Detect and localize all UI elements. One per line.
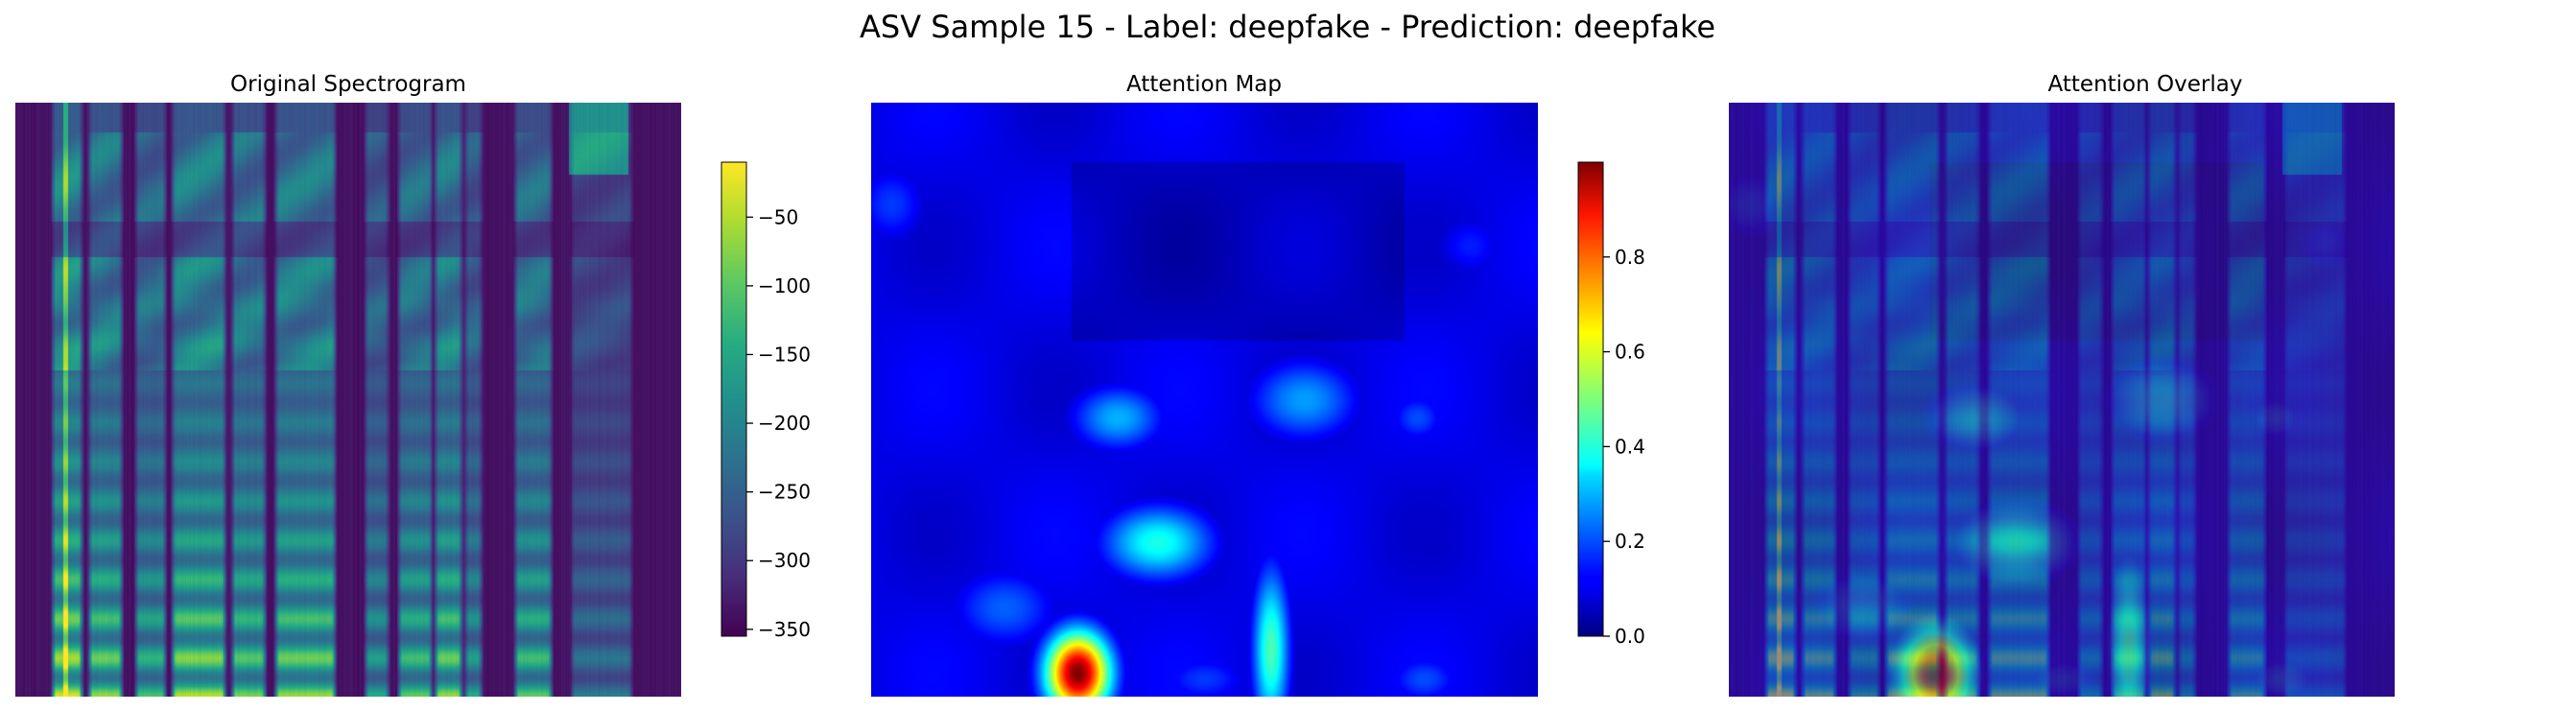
colorbar-spectrogram-tick-label: −50 — [758, 205, 798, 228]
colorbar-attention: 0.0 0.2 0.4 0.6 0.8 — [1577, 161, 1645, 648]
attention-overlay-image — [1729, 103, 2395, 697]
colorbar-attention-tick-label: 0.8 — [1615, 246, 1645, 269]
colorbar-spectrogram-ticks: −50 −100 −150 −200 −250 −300 −350 — [746, 205, 811, 641]
panel-attention-overlay: Attention Overlay — [1729, 72, 2395, 697]
colorbar-spectrogram-tick-label: −250 — [758, 481, 811, 504]
panel-title-overlay: Attention Overlay — [2048, 72, 2243, 97]
panel-attention-map: Attention Map 0.0 0.2 0.4 0.6 0.8 — [871, 72, 1645, 697]
panel-title-spectrogram: Original Spectrogram — [230, 72, 466, 97]
colorbar-spectrogram-tick-label: −100 — [758, 274, 811, 297]
colorbar-spectrogram-tick-label: −300 — [758, 549, 811, 572]
panel-original-spectrogram: Original Spectrogram −50 −100 −150 −200 −250… — [15, 72, 811, 697]
colorbar-spectrogram-tick-label: −200 — [758, 412, 811, 435]
figure-suptitle: ASV Sample 15 - Label: deepfake - Predic… — [860, 9, 1715, 45]
colorbar-attention-tick-label: 0.6 — [1615, 341, 1645, 364]
colorbar-spectrogram-tick-label: −350 — [758, 618, 811, 641]
colorbar-spectrogram: −50 −100 −150 −200 −250 −300 −350 — [721, 161, 811, 641]
spectrogram-image — [15, 103, 681, 697]
colorbar-spectrogram-tick-label: −150 — [758, 343, 811, 366]
colorbar-attention-bar — [1577, 161, 1604, 637]
colorbar-spectrogram-bar — [721, 161, 747, 637]
panel-title-attention: Attention Map — [1126, 72, 1282, 97]
colorbar-attention-ticks: 0.0 0.2 0.4 0.6 0.8 — [1603, 246, 1645, 648]
colorbar-attention-tick-label: 0.2 — [1615, 530, 1645, 553]
colorbar-attention-tick-label: 0.4 — [1615, 435, 1645, 458]
attention-map-image — [871, 103, 1538, 697]
colorbar-attention-tick-label: 0.0 — [1615, 625, 1645, 648]
